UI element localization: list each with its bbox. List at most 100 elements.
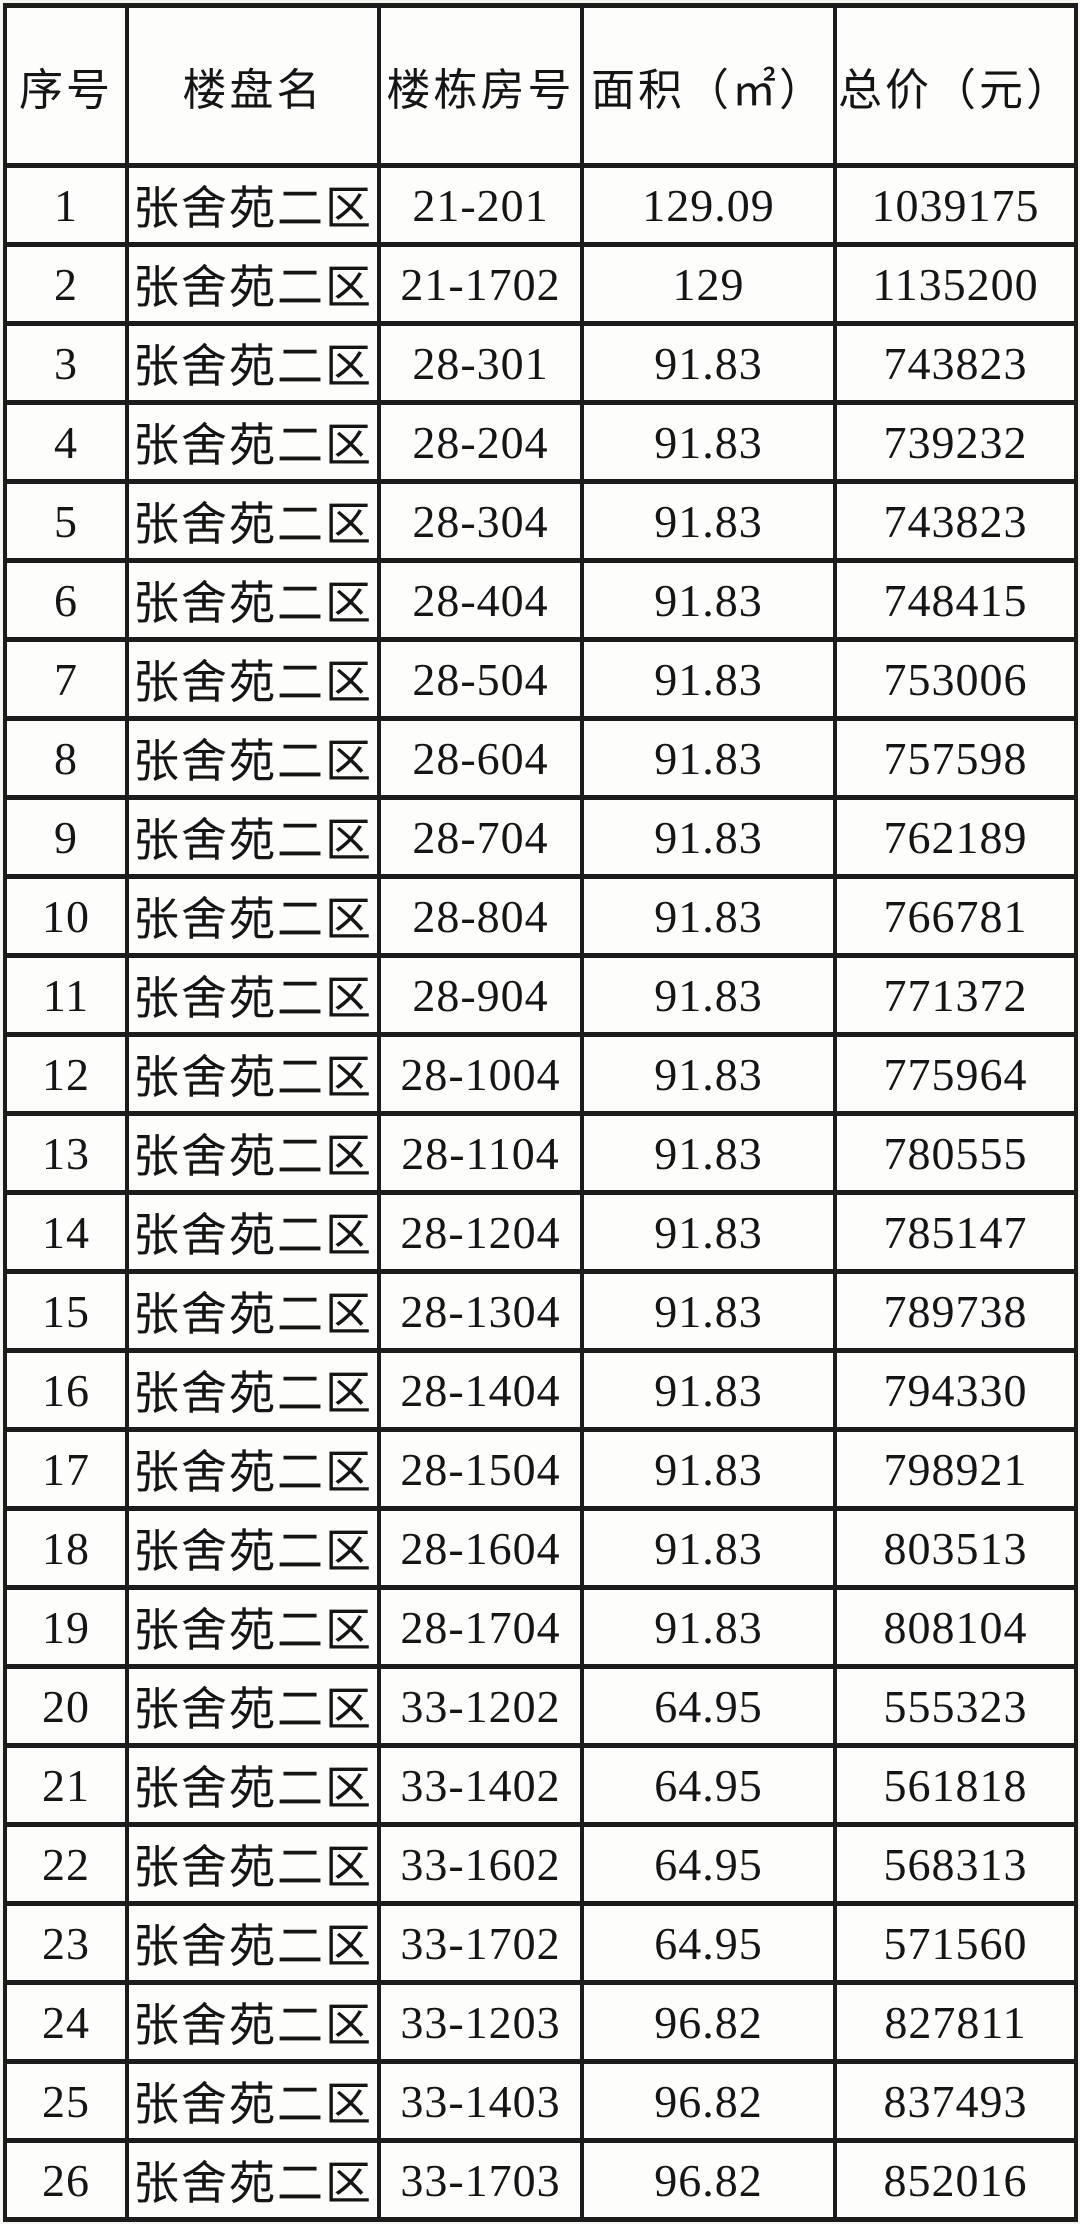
table-row: 21 张舍苑二区 33-1402 64.95 561818 [3, 1743, 1078, 1827]
cell-area: 96.82 [580, 2138, 837, 2222]
cell-unit-number: 28-1304 [377, 1269, 584, 1353]
cell-total-price: 766781 [833, 874, 1078, 958]
cell-total-price: 785147 [833, 1190, 1078, 1274]
table-row: 16 张舍苑二区 28-1404 91.83 794330 [3, 1348, 1078, 1432]
cell-total-price: 771372 [833, 953, 1078, 1037]
table-row: 10 张舍苑二区 28-804 91.83 766781 [3, 874, 1078, 958]
cell-unit-number: 28-904 [377, 953, 584, 1037]
cell-project-name: 张舍苑二区 [125, 1348, 381, 1432]
cell-project-name: 张舍苑二区 [125, 716, 381, 800]
table-row: 8 张舍苑二区 28-604 91.83 757598 [3, 716, 1078, 800]
header-row: 序号 楼盘名 楼栋房号 面积（㎡） 总价（元） [3, 3, 1078, 168]
cell-area: 91.83 [580, 953, 837, 1037]
cell-project-name: 张舍苑二区 [125, 1980, 381, 2064]
cell-total-price: 748415 [833, 558, 1078, 642]
cell-area: 91.83 [580, 321, 837, 405]
cell-unit-number: 33-1703 [377, 2138, 584, 2222]
cell-index: 17 [3, 1427, 129, 1511]
cell-total-price: 775964 [833, 1032, 1078, 1116]
cell-area: 91.83 [580, 1427, 837, 1511]
table-row: 11 张舍苑二区 28-904 91.83 771372 [3, 953, 1078, 1037]
cell-total-price: 1135200 [833, 242, 1078, 326]
cell-total-price: 739232 [833, 400, 1078, 484]
cell-area: 91.83 [580, 1348, 837, 1432]
cell-unit-number: 28-304 [377, 479, 584, 563]
cell-index: 20 [3, 1664, 129, 1748]
cell-area: 91.83 [580, 558, 837, 642]
cell-project-name: 张舍苑二区 [125, 321, 381, 405]
cell-index: 23 [3, 1901, 129, 1985]
table-row: 22 张舍苑二区 33-1602 64.95 568313 [3, 1822, 1078, 1906]
cell-index: 7 [3, 637, 129, 721]
cell-area: 64.95 [580, 1664, 837, 1748]
cell-index: 24 [3, 1980, 129, 2064]
cell-index: 10 [3, 874, 129, 958]
cell-area: 91.83 [580, 1269, 837, 1353]
cell-project-name: 张舍苑二区 [125, 1032, 381, 1116]
cell-index: 22 [3, 1822, 129, 1906]
cell-index: 12 [3, 1032, 129, 1116]
cell-index: 19 [3, 1585, 129, 1669]
cell-project-name: 张舍苑二区 [125, 1111, 381, 1195]
cell-area: 91.83 [580, 1111, 837, 1195]
table-row: 18 张舍苑二区 28-1604 91.83 803513 [3, 1506, 1078, 1590]
price-table: 序号 楼盘名 楼栋房号 面积（㎡） 总价（元） 1 张舍苑二区 21-201 129.… [3, 3, 1078, 2222]
cell-project-name: 张舍苑二区 [125, 1901, 381, 1985]
cell-total-price: 571560 [833, 1901, 1078, 1985]
header-area: 面积（㎡） [580, 3, 837, 168]
cell-unit-number: 28-804 [377, 874, 584, 958]
cell-project-name: 张舍苑二区 [125, 1269, 381, 1353]
cell-unit-number: 33-1403 [377, 2059, 584, 2143]
cell-project-name: 张舍苑二区 [125, 1585, 381, 1669]
cell-total-price: 789738 [833, 1269, 1078, 1353]
cell-project-name: 张舍苑二区 [125, 874, 381, 958]
cell-area: 91.83 [580, 479, 837, 563]
cell-unit-number: 28-504 [377, 637, 584, 721]
cell-total-price: 743823 [833, 479, 1078, 563]
cell-area: 64.95 [580, 1822, 837, 1906]
cell-area: 91.83 [580, 795, 837, 879]
cell-project-name: 张舍苑二区 [125, 1190, 381, 1274]
cell-total-price: 757598 [833, 716, 1078, 800]
cell-unit-number: 28-1404 [377, 1348, 584, 1432]
cell-index: 6 [3, 558, 129, 642]
cell-unit-number: 33-1402 [377, 1743, 584, 1827]
cell-area: 91.83 [580, 1032, 837, 1116]
table-row: 17 张舍苑二区 28-1504 91.83 798921 [3, 1427, 1078, 1511]
cell-project-name: 张舍苑二区 [125, 637, 381, 721]
header-index: 序号 [3, 3, 129, 168]
cell-total-price: 743823 [833, 321, 1078, 405]
cell-index: 14 [3, 1190, 129, 1274]
header-total-price: 总价（元） [833, 3, 1078, 168]
table-row: 6 张舍苑二区 28-404 91.83 748415 [3, 558, 1078, 642]
cell-project-name: 张舍苑二区 [125, 242, 381, 326]
table-row: 13 张舍苑二区 28-1104 91.83 780555 [3, 1111, 1078, 1195]
cell-index: 3 [3, 321, 129, 405]
table-row: 9 张舍苑二区 28-704 91.83 762189 [3, 795, 1078, 879]
cell-project-name: 张舍苑二区 [125, 1427, 381, 1511]
cell-area: 64.95 [580, 1743, 837, 1827]
table-row: 26 张舍苑二区 33-1703 96.82 852016 [3, 2138, 1078, 2222]
cell-total-price: 753006 [833, 637, 1078, 721]
cell-total-price: 808104 [833, 1585, 1078, 1669]
cell-area: 91.83 [580, 1585, 837, 1669]
cell-area: 96.82 [580, 2059, 837, 2143]
cell-unit-number: 28-301 [377, 321, 584, 405]
cell-project-name: 张舍苑二区 [125, 479, 381, 563]
cell-total-price: 837493 [833, 2059, 1078, 2143]
cell-project-name: 张舍苑二区 [125, 1743, 381, 1827]
cell-index: 1 [3, 163, 129, 247]
table-header: 序号 楼盘名 楼栋房号 面积（㎡） 总价（元） [3, 3, 1078, 168]
cell-total-price: 794330 [833, 1348, 1078, 1432]
cell-index: 2 [3, 242, 129, 326]
cell-index: 18 [3, 1506, 129, 1590]
cell-total-price: 568313 [833, 1822, 1078, 1906]
table-row: 15 张舍苑二区 28-1304 91.83 789738 [3, 1269, 1078, 1353]
cell-area: 91.83 [580, 637, 837, 721]
cell-area: 91.83 [580, 874, 837, 958]
cell-unit-number: 28-604 [377, 716, 584, 800]
table-row: 23 张舍苑二区 33-1702 64.95 571560 [3, 1901, 1078, 1985]
cell-index: 13 [3, 1111, 129, 1195]
cell-unit-number: 33-1203 [377, 1980, 584, 2064]
cell-index: 25 [3, 2059, 129, 2143]
